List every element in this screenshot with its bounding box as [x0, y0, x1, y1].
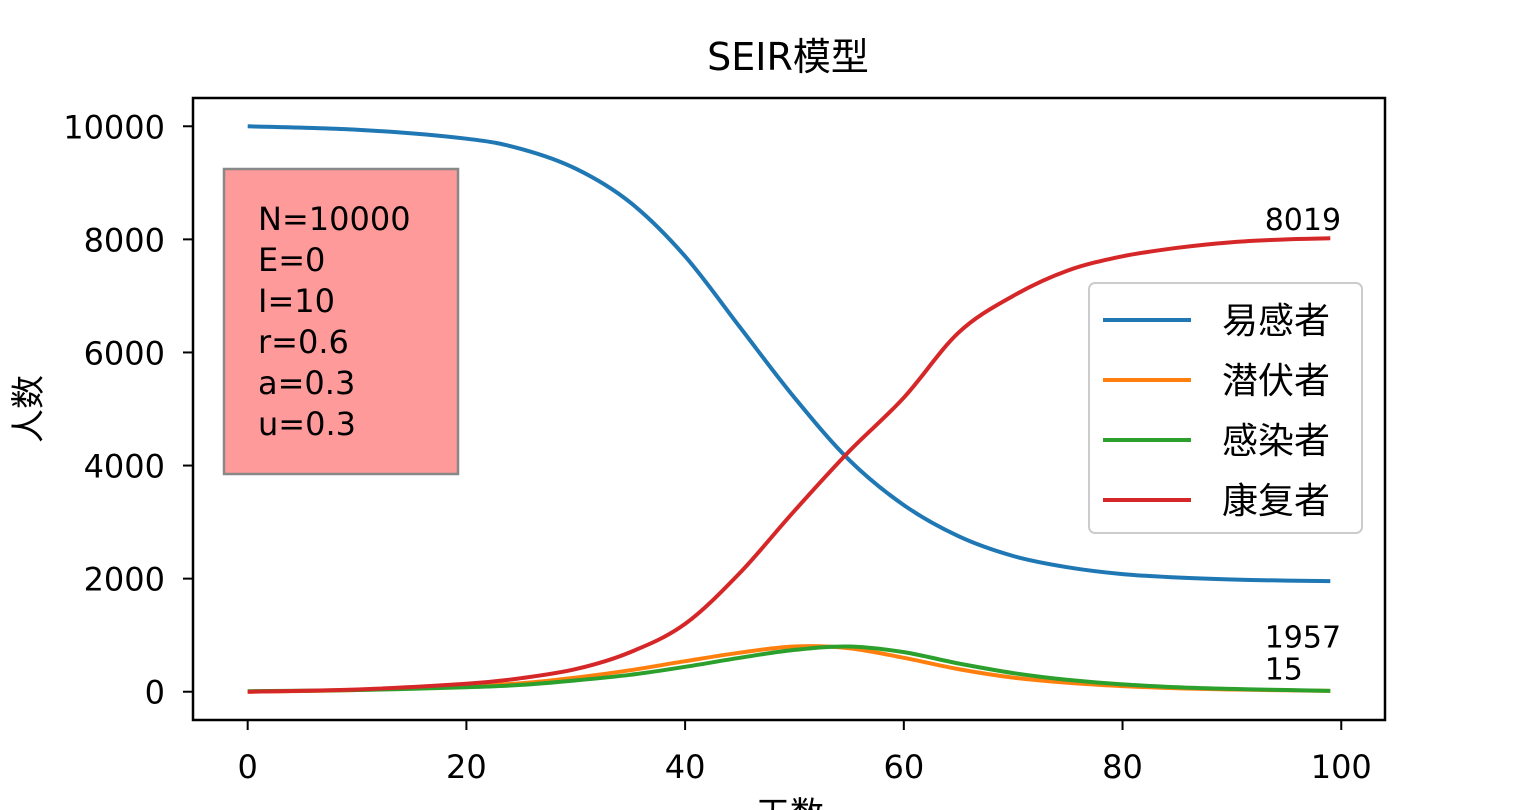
series-line-1 — [247, 124, 1331, 584]
chart-title: SEIR模型 — [707, 35, 869, 79]
info-box-line: I=10 — [258, 282, 335, 320]
legend-frame — [1088, 282, 1363, 534]
info-box-line: a=0.3 — [258, 364, 355, 402]
x-axis-label: 天数 — [756, 795, 824, 810]
x-axis: 0 20 40 60 80 100 — [237, 720, 1372, 786]
value-annotation: 8019 — [1265, 203, 1341, 238]
value-annotation: 1957 — [1265, 621, 1341, 656]
legend-label: 易感者 — [1222, 301, 1330, 342]
y-axis-label: 人数 — [9, 375, 49, 443]
y-tick-label: 4000 — [84, 448, 165, 486]
series-line-3 — [247, 644, 1331, 694]
info-box-background — [222, 167, 460, 476]
series-line-4 — [247, 236, 1331, 694]
y-tick-label: 10000 — [63, 108, 165, 146]
value-annotation: 15 — [1265, 652, 1303, 687]
info-box-line: u=0.3 — [258, 405, 356, 443]
x-tick-label: 80 — [1102, 748, 1143, 786]
plot-frame — [191, 96, 1387, 722]
y-tick-label: 2000 — [84, 561, 165, 599]
y-axis: 0 2000 4000 6000 8000 10000 — [63, 108, 193, 712]
x-tick-label: 100 — [1311, 748, 1372, 786]
info-box-line: r=0.6 — [258, 323, 349, 361]
legend-label: 感染者 — [1222, 421, 1330, 462]
y-tick-label: 6000 — [84, 334, 165, 372]
legend-label: 康复者 — [1222, 481, 1330, 522]
y-tick-label: 0 — [145, 674, 165, 712]
y-tick-label: 8000 — [84, 221, 165, 259]
series-lines — [247, 124, 1331, 694]
x-tick-label: 0 — [237, 748, 257, 786]
info-box-line: E=0 — [258, 241, 325, 279]
x-tick-label: 20 — [446, 748, 487, 786]
legend-label: 潜伏者 — [1222, 361, 1330, 402]
x-tick-label: 60 — [883, 748, 924, 786]
info-box-line: N=10000 — [258, 200, 411, 238]
x-tick-label: 40 — [665, 748, 706, 786]
